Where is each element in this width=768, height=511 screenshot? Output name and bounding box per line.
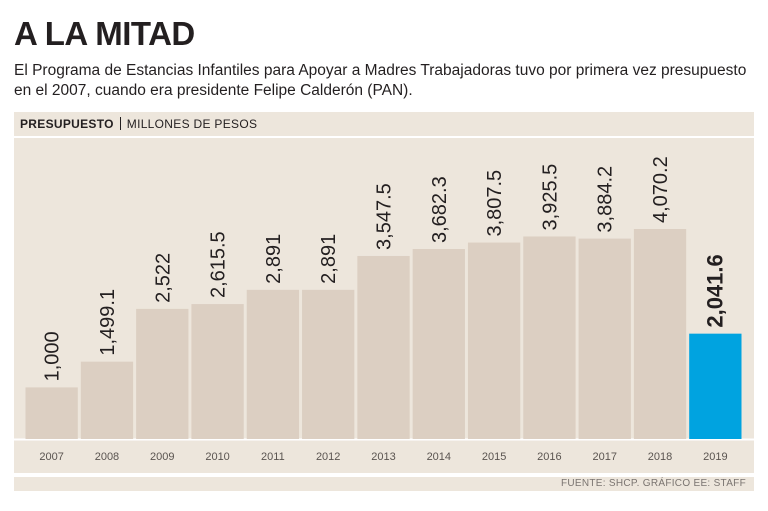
- x-tick-2015: 2015: [482, 451, 506, 463]
- bar-chart: 1,000 2007 1,499.1 2008 2,522 2009 2,615.5 2010…: [14, 156, 754, 463]
- value-label-2009: 2,522: [152, 253, 174, 303]
- value-label-2013: 3,547.5: [374, 183, 396, 250]
- bar-2011: [246, 289, 300, 439]
- x-tick-2017: 2017: [592, 451, 616, 463]
- bar-2016: [523, 236, 576, 439]
- bar-2018: [633, 229, 687, 439]
- value-label-2016: 3,925.5: [539, 164, 561, 231]
- x-tick-2014: 2014: [427, 451, 451, 463]
- x-tick-2016: 2016: [537, 451, 561, 463]
- chart-header-bar: PRESUPUESTO MILLONES DE PESOS: [14, 112, 754, 136]
- x-tick-2012: 2012: [316, 451, 340, 463]
- page-title: A LA MITAD: [14, 15, 195, 52]
- value-label-2007: 1,000: [42, 331, 64, 381]
- chart-header-label: PRESUPUESTO MILLONES DE PESOS: [20, 117, 257, 131]
- source-note: FUENTE: SHCP. GRÁFICO EE: STAFF: [560, 478, 746, 489]
- x-tick-2008: 2008: [95, 451, 119, 463]
- x-tick-2013: 2013: [371, 451, 395, 463]
- source-bar: FUENTE: SHCP. GRÁFICO EE: STAFF: [14, 477, 754, 491]
- divider: [119, 117, 121, 130]
- bar-2019: [689, 333, 742, 439]
- bar-2009: [136, 308, 189, 439]
- value-label-2012: 2,891: [318, 234, 340, 284]
- bar-2014: [412, 249, 465, 439]
- value-label-2014: 3,682.3: [429, 176, 451, 243]
- chart-header-strong: PRESUPUESTO: [20, 117, 114, 131]
- value-label-2015: 3,807.5: [484, 170, 506, 237]
- value-label-2008: 1,499.1: [97, 289, 119, 356]
- chart-header-units: MILLONES DE PESOS: [126, 117, 258, 131]
- x-tick-2009: 2009: [150, 451, 174, 463]
- bar-2008: [80, 361, 134, 439]
- bar-2013: [357, 255, 410, 439]
- value-label-2011: 2,891: [263, 234, 285, 284]
- bar-2015: [467, 242, 521, 439]
- subtitle: El Programa de Estancias Infantiles para…: [14, 62, 747, 99]
- x-tick-2019: 2019: [703, 451, 727, 463]
- value-label-2010: 2,615.5: [208, 231, 230, 298]
- value-label-2017: 3,884.2: [595, 166, 617, 233]
- x-tick-2011: 2011: [261, 451, 285, 463]
- x-tick-2007: 2007: [39, 451, 63, 463]
- value-label-2018: 4,070.2: [650, 156, 672, 223]
- chart-panel: 1,000 2007 1,499.1 2008 2,522 2009 2,615.5 2010…: [14, 138, 754, 473]
- x-tick-2018: 2018: [648, 451, 672, 463]
- bar-2007: [25, 387, 78, 439]
- bar-2012: [302, 289, 355, 439]
- value-label-2019: 2,041.6: [702, 254, 727, 327]
- bar-2010: [191, 304, 244, 439]
- x-tick-2010: 2010: [205, 451, 229, 463]
- bar-2017: [578, 238, 631, 439]
